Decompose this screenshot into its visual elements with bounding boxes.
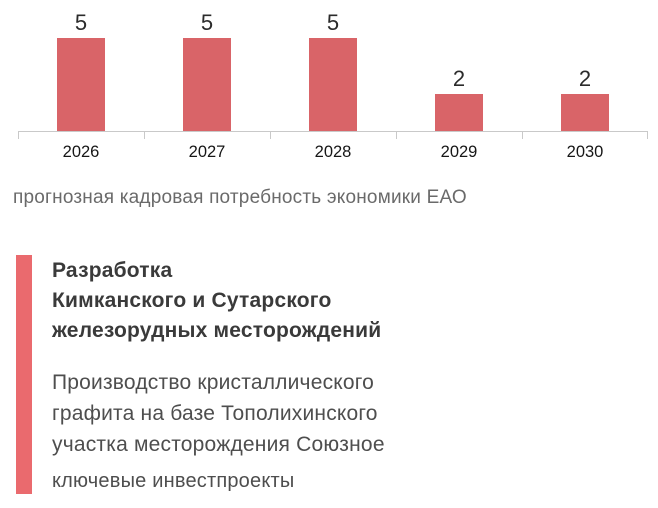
project-description-line: Производство кристаллического [52,371,375,394]
project-title: Разработка Кимканского и Сутарского желе… [52,256,385,346]
bar-column: 2 [396,0,522,131]
project-description-line: графита на базе Тополихинского [52,402,378,425]
bar-column: 5 [18,0,144,131]
bar-value-label: 5 [74,10,88,35]
x-axis-tick-label: 2030 [566,143,604,161]
bar [309,38,357,131]
x-axis-labels: 2026 2027 2028 2029 2030 [18,142,648,162]
bar-chart: 5 5 5 2 2 2026 2027 2028 2029 2030 [0,0,658,164]
axis-tick [270,132,396,139]
plot-area: 5 5 5 2 2 [18,0,648,131]
axis-tick [18,132,144,139]
bar-value-label: 2 [578,66,592,91]
bar-column: 2 [522,0,648,131]
x-axis-tick-label: 2029 [440,143,478,161]
project-title-line: Разработка [52,259,173,282]
info-text: Разработка Кимканского и Сутарского желе… [52,255,385,494]
x-axis-tick-label: 2028 [314,143,352,161]
bar [561,94,609,131]
chart-caption: прогнозная кадровая потребность экономик… [13,187,467,208]
axis-tick [522,132,648,139]
project-description: Производство кристаллического графита на… [52,367,385,460]
bar-value-label: 2 [452,66,466,91]
axis-end-tick [647,132,648,139]
bar [435,94,483,131]
section-label: ключевые инвестпроекты [52,470,295,492]
project-title-line: железорудных месторождений [52,319,382,342]
project-title-line: Кимканского и Сутарского [52,289,332,312]
axis-tick [144,132,270,139]
bar [183,38,231,131]
x-axis-tick-label: 2026 [62,143,100,161]
bar-value-label: 5 [326,10,340,35]
project-description-line: участка месторождения Союзное [52,433,385,456]
bar-value-label: 5 [200,10,214,35]
bar-column: 5 [270,0,396,131]
bar [57,38,105,131]
accent-bar [16,255,32,494]
x-axis-tick-label: 2027 [188,143,226,161]
axis-tick [396,132,522,139]
bar-column: 5 [144,0,270,131]
investment-projects-block: Разработка Кимканского и Сутарского желе… [16,255,658,494]
x-axis [18,131,648,139]
